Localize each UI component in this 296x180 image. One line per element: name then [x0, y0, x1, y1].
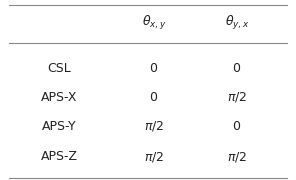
Text: $\pi/2$: $\pi/2$ — [227, 90, 247, 104]
Text: APS-Z: APS-Z — [41, 150, 78, 163]
Text: $\theta_{x,y}$: $\theta_{x,y}$ — [141, 14, 166, 32]
Text: $\theta_{y,x}$: $\theta_{y,x}$ — [225, 14, 249, 32]
Text: APS-X: APS-X — [41, 91, 78, 104]
Text: $\pi/2$: $\pi/2$ — [144, 119, 164, 133]
Text: $0$: $0$ — [149, 62, 158, 75]
Text: $\pi/2$: $\pi/2$ — [144, 150, 164, 164]
Text: $\pi/2$: $\pi/2$ — [227, 150, 247, 164]
Text: $0$: $0$ — [149, 91, 158, 104]
Text: $0$: $0$ — [232, 120, 241, 132]
Text: $0$: $0$ — [232, 62, 241, 75]
Text: APS-Y: APS-Y — [42, 120, 76, 132]
Text: CSL: CSL — [47, 62, 71, 75]
